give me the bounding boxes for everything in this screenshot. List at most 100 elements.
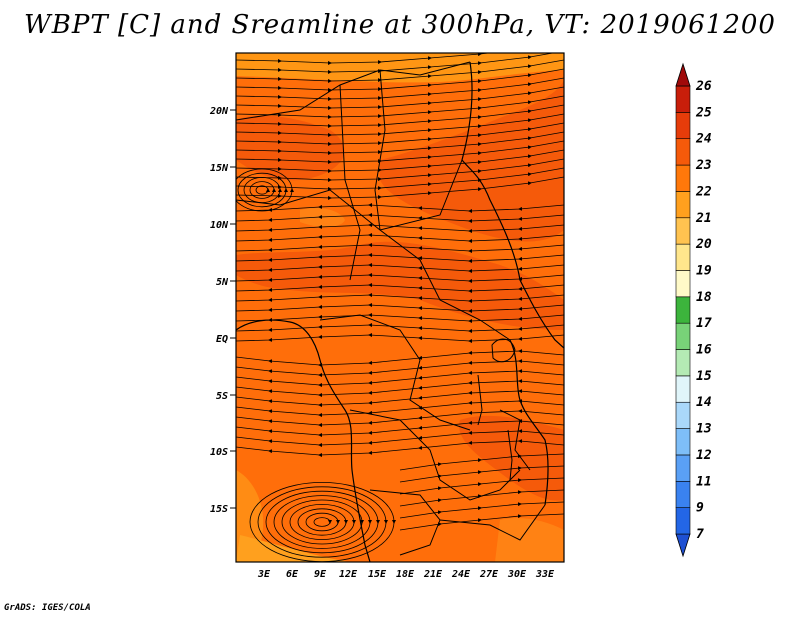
colorbar: 7 9 11 12 13 14 15 16 17 18 19 20 21 22 23 24 25 26 [675,62,712,558]
streamline [289,504,356,540]
streamline [255,185,270,195]
lake-malawi [507,429,513,481]
colorbar-label: 22 [695,184,712,199]
streamline [236,203,564,214]
streamline [273,495,372,549]
red-sea-coast [461,61,564,349]
border-3 [236,159,463,231]
streamline [399,453,564,471]
field-cool-s [236,535,350,562]
colorbar-label: 19 [696,263,712,278]
colorbar-segment [675,164,691,192]
field-cool-se [495,518,564,562]
colorbar-label: 24 [695,132,712,147]
colorbar-label: 12 [696,448,712,463]
colorbar-label: 13 [696,422,712,437]
colorbar-label: 17 [696,316,712,331]
streamline [236,263,564,274]
lake-victoria [491,338,516,363]
colorbar-segment [675,243,691,271]
streamline [281,499,364,545]
colorbar-segment [675,322,691,350]
colorbar-label: 7 [696,527,704,542]
colorbar-label: 25 [695,105,712,120]
lon-label-24e: 24E [451,569,471,580]
colorbar-label: 9 [696,501,704,516]
colorbar-arrow-low [675,533,691,558]
lon-label-21e: 21E [423,569,443,580]
streamline [399,465,564,483]
colorbar-label: 15 [696,369,712,384]
lakes [477,338,516,481]
streamline [257,486,388,558]
streamline [249,482,396,562]
colorbar-segment [675,85,691,113]
grads-credit: GrADS: IGES/COLA [4,603,91,613]
colorbar-segment [675,138,691,166]
lon-label-33e: 33E [535,569,555,580]
streamline [236,293,564,304]
streamline [265,490,380,554]
colorbar-segment [675,454,691,482]
colorbar-segment [675,375,691,403]
colorbar-label: 21 [695,211,712,226]
streamline [236,213,564,224]
colorbar-arrow-high [675,62,691,87]
border-north [236,61,471,121]
colorbar-segment [675,191,691,219]
streamline [236,233,564,244]
lat-label-10s: 10S [210,447,228,458]
colorbar-segment [675,401,691,429]
lon-label-12e: 12E [339,569,358,580]
streamline [236,273,564,284]
streamline [243,177,282,203]
lat-label-eq: EQ [216,334,228,345]
colorbar-label: 23 [695,158,712,173]
country-borders [236,61,546,556]
lon-label-27e: 27E [479,569,499,580]
streamline [297,508,348,536]
colorbar-segment [675,428,691,456]
streamline [399,513,564,531]
colorbar-label: 16 [696,343,712,358]
streamline [236,176,564,200]
streamline [236,253,564,264]
streamline [399,477,564,495]
colorbar-segment [675,480,691,508]
streamline [313,517,332,527]
streamline [236,439,564,458]
wbpt-field [236,53,564,562]
border-6 [349,409,521,501]
lon-label-18e: 18E [396,569,415,580]
east-coast [509,339,549,506]
map-frame [235,52,565,563]
colorbar-segment [675,270,691,298]
lat-label-10n: 10N [210,220,229,231]
coastlines [236,61,564,562]
streamline [236,323,564,334]
streamline [399,501,564,519]
colorbar-segment [675,112,691,140]
streamline [237,172,288,208]
lake-tanganyika [477,374,483,426]
colorbar-label: 18 [696,290,712,305]
lat-label-5s: 5S [216,391,228,402]
lon-label-30e: 30E [507,569,527,580]
lon-label-9e: 9E [314,569,327,580]
colorbar-segment [675,217,691,245]
colorbar-segment [675,296,691,324]
lon-label-3e: 3E [257,569,271,580]
colorbar-segment [675,349,691,377]
colorbar-label: 11 [696,474,712,489]
streamline [236,333,564,344]
lon-label-6e: 6E [286,569,299,580]
border-5 [319,314,471,431]
border-2 [374,69,386,231]
streamline [236,283,564,294]
lon-label-15e: 15E [368,569,387,580]
border-4 [379,229,511,341]
border-8 [439,504,546,541]
streamline [236,313,564,324]
colorbar-label: 14 [696,395,712,410]
map-title: WBPT [C] and Sreamline at 300hPa, VT: 20… [24,10,776,40]
